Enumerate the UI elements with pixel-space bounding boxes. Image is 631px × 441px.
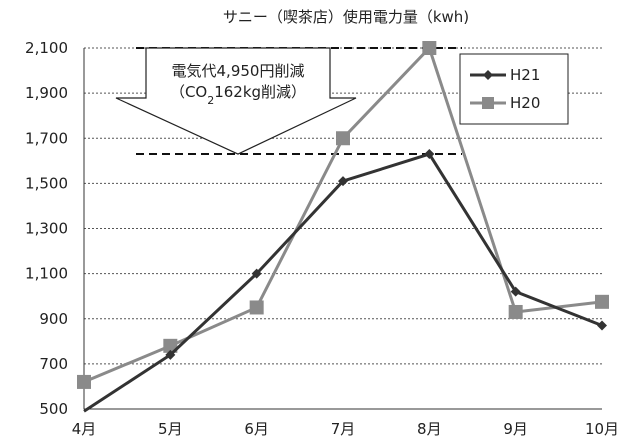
x-tick-label: 5月	[158, 420, 183, 438]
data-point-H21	[424, 149, 435, 160]
y-tick-label: 1,700	[25, 129, 68, 147]
chart-title: サニー（喫茶店）使用電力量（kwh)	[223, 8, 469, 26]
data-point-H20	[77, 374, 91, 389]
y-tick-label: 900	[39, 310, 68, 328]
y-axis: 500 700 900 1,100 1,300 1,500 1,700 1,900 2,100	[25, 39, 602, 418]
y-tick-label: 1,500	[25, 174, 68, 192]
annotation-line2: （CO2162kg削減）	[170, 83, 306, 107]
data-point-H21	[251, 268, 262, 279]
data-point-H21	[165, 349, 176, 360]
y-tick-label: 700	[39, 355, 68, 373]
data-point-H20	[249, 300, 264, 315]
y-tick-label: 2,100	[25, 39, 68, 57]
legend-box	[459, 53, 569, 125]
legend-marker	[482, 97, 494, 109]
series-group	[77, 41, 609, 413]
x-tick-label: 8月	[417, 420, 442, 438]
legend-label: H21	[510, 66, 540, 84]
data-point-H21	[338, 176, 348, 187]
x-tick-label: 9月	[503, 420, 528, 438]
x-tick-label: 6月	[244, 420, 269, 438]
data-point-H20	[163, 338, 178, 353]
data-point-H21	[597, 320, 607, 331]
savings-annotation: 電気代4,950円削減 （CO2162kg削減）	[115, 47, 462, 156]
legend-label: H20	[510, 94, 540, 112]
x-tick-label: 7月	[331, 420, 356, 438]
data-point-H20	[336, 131, 350, 146]
series-line-H21	[83, 152, 603, 413]
y-tick-label: 1,100	[25, 265, 68, 283]
x-tick-label: 4月	[72, 420, 97, 438]
data-point-H21	[510, 286, 521, 297]
y-tick-label: 500	[39, 400, 68, 418]
arrow-shape	[115, 47, 357, 155]
data-point-H20	[508, 304, 523, 319]
legend-marker	[483, 70, 493, 80]
data-point-H20	[422, 41, 437, 55]
y-tick-label: 1,900	[25, 84, 68, 102]
data-point-H20	[595, 294, 609, 309]
x-axis: 4月 5月 6月 7月 8月 9月 10月	[72, 420, 619, 438]
y-tick-label: 1,300	[25, 220, 68, 238]
annotation-line1: 電気代4,950円削減	[172, 62, 305, 80]
legend: H21 H20	[459, 53, 569, 125]
x-tick-label: 10月	[585, 420, 619, 438]
